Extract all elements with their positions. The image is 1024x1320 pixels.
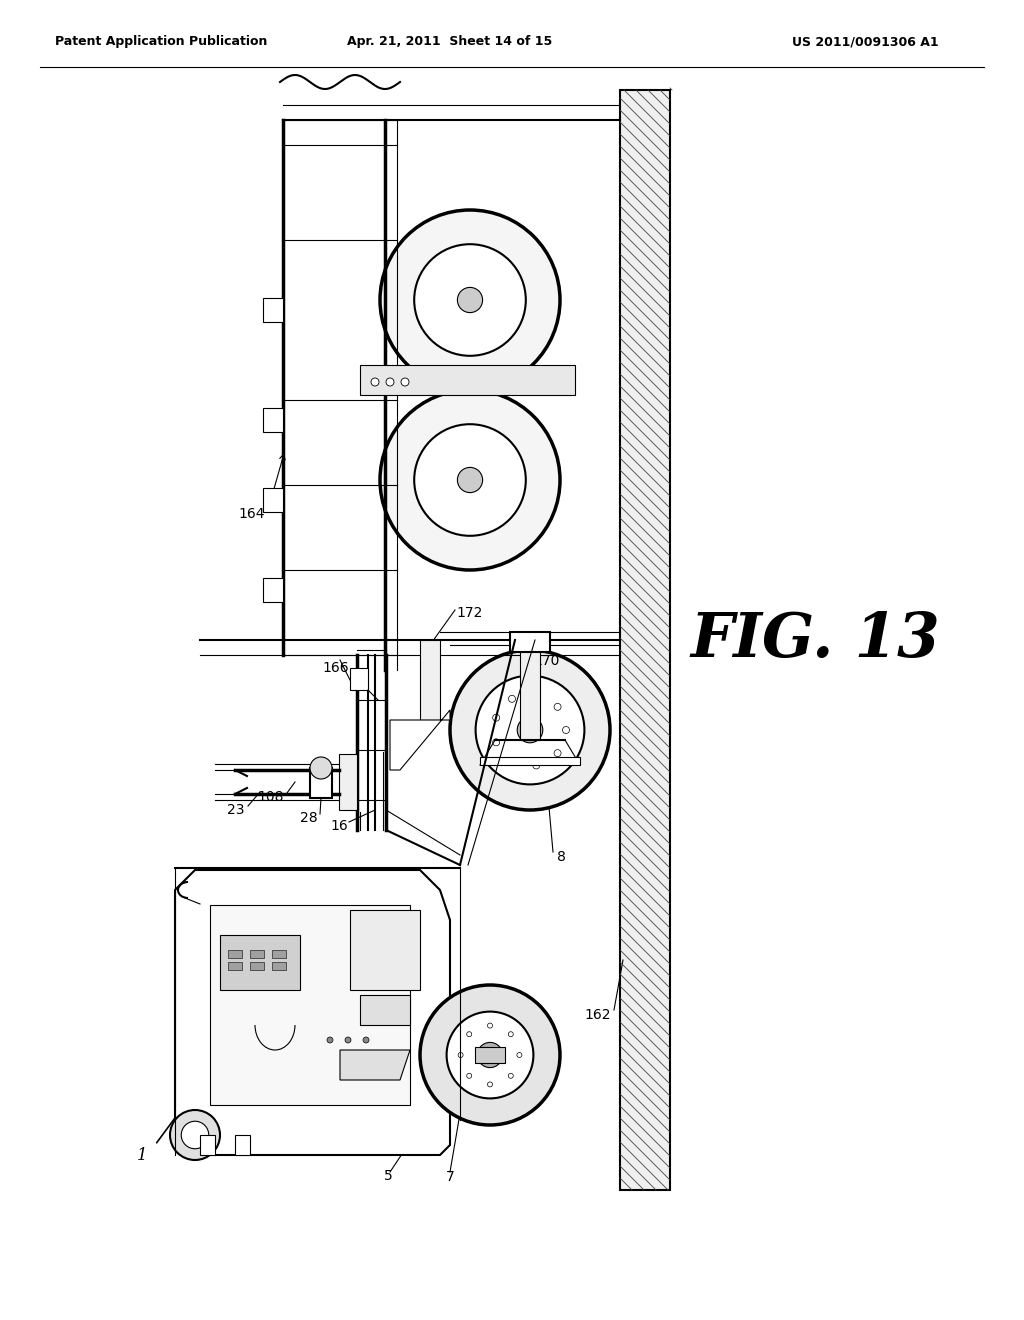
Circle shape <box>371 378 379 385</box>
Bar <box>620 90 670 1191</box>
Bar <box>250 950 264 958</box>
Bar <box>272 950 286 958</box>
Circle shape <box>181 1121 209 1148</box>
Circle shape <box>450 649 610 810</box>
Bar <box>520 640 540 741</box>
Text: 172: 172 <box>456 606 482 620</box>
Circle shape <box>327 1038 333 1043</box>
Bar <box>350 909 420 990</box>
Circle shape <box>345 1038 351 1043</box>
Bar <box>228 950 242 958</box>
Circle shape <box>380 210 560 389</box>
Circle shape <box>508 1032 513 1036</box>
Circle shape <box>509 758 515 764</box>
Text: FIG. 13: FIG. 13 <box>690 610 940 671</box>
Circle shape <box>386 378 394 385</box>
Bar <box>228 962 242 970</box>
Bar <box>475 1047 505 1063</box>
Bar <box>310 768 332 799</box>
Text: 23: 23 <box>227 803 245 817</box>
Circle shape <box>446 1011 534 1098</box>
Text: 170: 170 <box>534 653 559 668</box>
Circle shape <box>458 467 482 492</box>
Circle shape <box>493 739 500 746</box>
Circle shape <box>508 1073 513 1078</box>
Bar <box>350 668 368 690</box>
Bar <box>339 754 357 810</box>
Text: 108: 108 <box>257 789 284 804</box>
Circle shape <box>310 756 332 779</box>
Bar <box>200 1135 215 1155</box>
Circle shape <box>420 985 560 1125</box>
Circle shape <box>554 704 561 710</box>
Polygon shape <box>390 710 450 770</box>
Text: 1: 1 <box>136 1147 147 1163</box>
Bar <box>250 962 264 970</box>
Bar <box>263 408 283 432</box>
Text: 16: 16 <box>331 818 348 833</box>
Circle shape <box>532 762 540 770</box>
Bar <box>263 488 283 512</box>
Circle shape <box>458 1052 463 1057</box>
Circle shape <box>487 1023 493 1028</box>
Circle shape <box>562 726 569 734</box>
Circle shape <box>554 750 561 756</box>
Bar <box>272 962 286 970</box>
Circle shape <box>475 676 585 784</box>
Bar <box>360 366 575 395</box>
Text: Patent Application Publication: Patent Application Publication <box>55 36 267 49</box>
Bar <box>510 632 550 652</box>
Text: 28: 28 <box>300 810 318 825</box>
Circle shape <box>493 714 500 721</box>
Text: 7: 7 <box>445 1170 455 1184</box>
Bar <box>360 995 410 1026</box>
Circle shape <box>170 1110 220 1160</box>
Bar <box>234 1135 250 1155</box>
Bar <box>210 906 410 1105</box>
Text: Apr. 21, 2011  Sheet 14 of 15: Apr. 21, 2011 Sheet 14 of 15 <box>347 36 553 49</box>
Circle shape <box>414 424 525 536</box>
Bar <box>220 935 300 990</box>
Polygon shape <box>340 1049 410 1080</box>
Text: 5: 5 <box>384 1170 392 1183</box>
Circle shape <box>467 1073 472 1078</box>
Circle shape <box>532 692 540 698</box>
Circle shape <box>362 1038 369 1043</box>
Text: 166: 166 <box>323 661 349 675</box>
Bar <box>480 756 580 766</box>
Circle shape <box>414 244 525 356</box>
Polygon shape <box>175 870 450 1155</box>
Bar <box>263 298 283 322</box>
Circle shape <box>458 288 482 313</box>
Circle shape <box>487 1082 493 1086</box>
Text: 8: 8 <box>557 850 566 865</box>
Text: 164: 164 <box>239 507 265 521</box>
Circle shape <box>477 1043 503 1068</box>
Text: 162: 162 <box>585 1008 611 1022</box>
Text: US 2011/0091306 A1: US 2011/0091306 A1 <box>792 36 938 49</box>
Bar <box>420 640 440 719</box>
Circle shape <box>509 696 515 702</box>
Circle shape <box>517 717 543 743</box>
Bar <box>263 578 283 602</box>
Circle shape <box>401 378 409 385</box>
Circle shape <box>380 389 560 570</box>
Circle shape <box>467 1032 472 1036</box>
Circle shape <box>517 1052 522 1057</box>
